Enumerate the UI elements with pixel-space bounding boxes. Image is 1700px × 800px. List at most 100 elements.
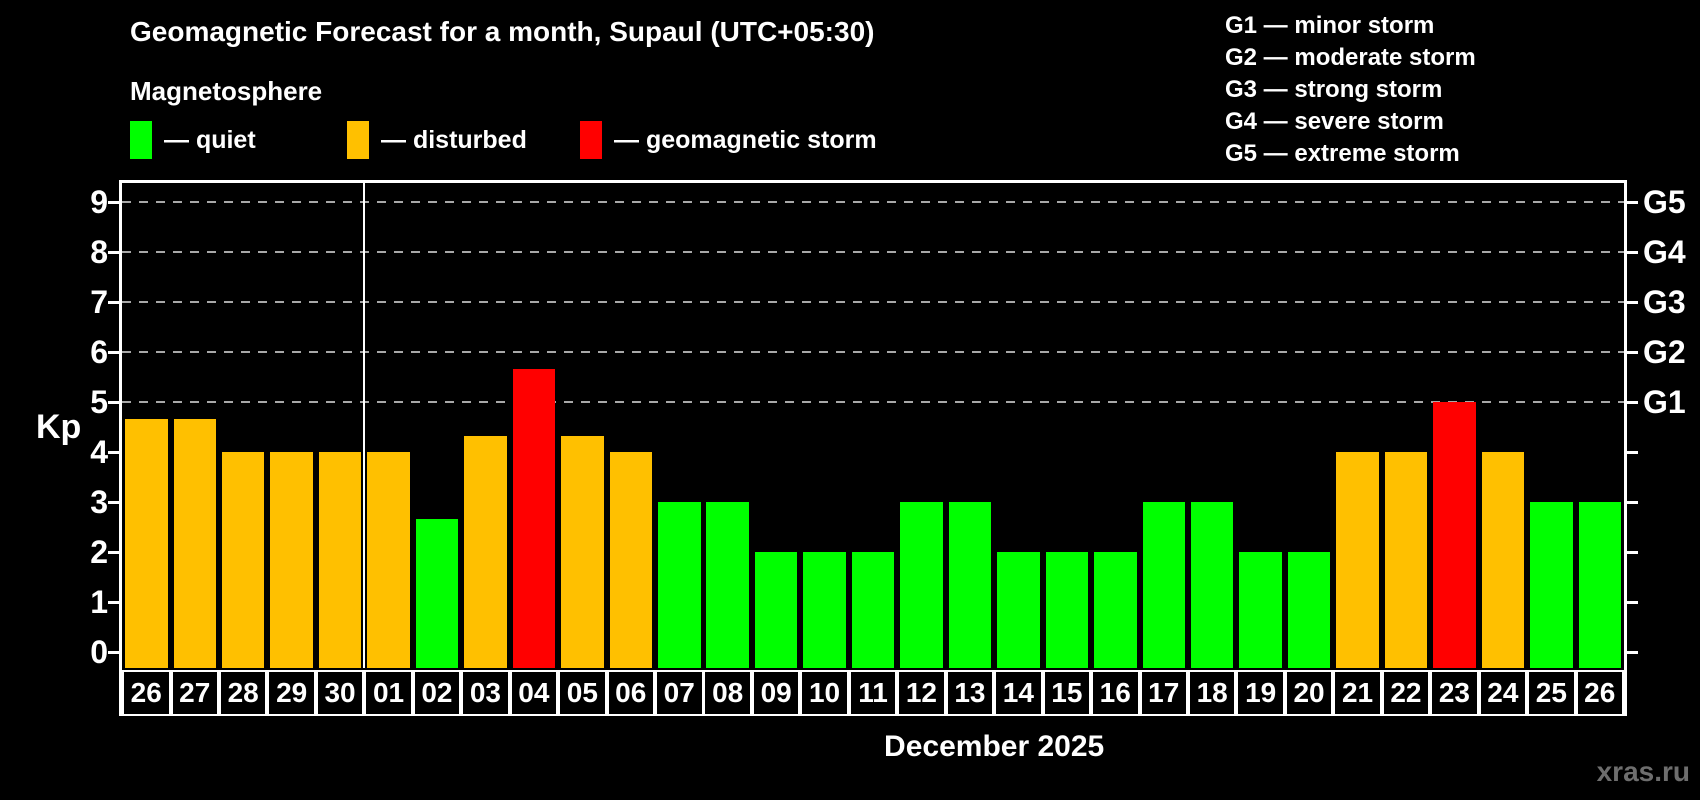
date-label: 13	[945, 670, 995, 716]
magnetosphere-label: Magnetosphere	[130, 76, 323, 106]
grid-line-kp7	[122, 301, 1624, 303]
kp-bar-quiet	[1094, 552, 1137, 668]
y-axis-tick	[108, 201, 119, 204]
y-tick-label: 7	[90, 284, 108, 320]
date-label: 02	[412, 670, 462, 716]
kp-bar-disturbed	[561, 435, 604, 668]
date-label: 01	[364, 670, 413, 716]
date-label: 06	[606, 670, 655, 716]
date-label: 19	[1236, 670, 1285, 716]
date-label: 10	[800, 670, 849, 716]
kp-bar-disturbed	[221, 452, 265, 668]
kp-bar-disturbed	[367, 452, 410, 668]
storm-scale-item: G2 — moderate storm	[1225, 44, 1476, 71]
right-axis-tick	[1627, 301, 1638, 304]
g-scale-label-g2: G2	[1643, 334, 1686, 370]
legend-label: — geomagnetic storm	[614, 125, 877, 154]
grid-line-kp5	[122, 401, 1624, 403]
kp-bar-disturbed	[464, 435, 507, 668]
date-label: 07	[655, 670, 704, 716]
g-scale-label-g4: G4	[1643, 234, 1686, 270]
y-axis-tick	[108, 651, 119, 654]
right-axis-tick	[1627, 551, 1638, 554]
date-label: 23	[1430, 670, 1479, 716]
legend-item-quiet: — quiet	[130, 120, 256, 160]
kp-bar-quiet	[803, 552, 846, 668]
legend-item-disturbed: — disturbed	[347, 120, 527, 160]
kp-bar-quiet	[415, 518, 459, 668]
date-label: 20	[1284, 670, 1334, 716]
storm-scale-item: G3 — strong storm	[1225, 76, 1443, 103]
kp-bar-quiet	[1287, 552, 1331, 668]
storm-scale-legend: G1 — minor storm G2 — moderate storm G3 — …	[1225, 10, 1476, 170]
right-axis-tick	[1627, 601, 1638, 604]
date-label: 14	[994, 670, 1043, 716]
x-axis-title: December 2025	[884, 730, 1105, 763]
date-label: 26	[1575, 670, 1624, 716]
date-label: 03	[461, 670, 510, 716]
date-label: 08	[703, 670, 752, 716]
kp-bar-quiet	[851, 552, 895, 668]
grid-line-kp9	[122, 201, 1624, 203]
date-label: 05	[558, 670, 607, 716]
right-axis-tick	[1627, 351, 1638, 354]
kp-bar-quiet	[1239, 552, 1282, 668]
date-label: 17	[1139, 670, 1188, 716]
y-axis-tick	[108, 501, 119, 504]
y-tick-label: 1	[90, 584, 108, 620]
date-label: 04	[509, 670, 559, 716]
month-separator-line	[363, 180, 366, 668]
kp-bar-storm	[512, 368, 556, 668]
left-axis-line	[119, 180, 122, 716]
date-label: 25	[1527, 670, 1576, 716]
y-axis-tick	[108, 301, 119, 304]
y-axis-tick	[108, 401, 119, 404]
y-axis-title: Kp	[36, 408, 82, 446]
y-tick-label: 4	[90, 434, 108, 470]
kp-bar-quiet	[997, 552, 1040, 668]
date-label: 16	[1091, 670, 1140, 716]
storm-scale-item: G1 — minor storm	[1225, 12, 1435, 39]
date-label: 12	[897, 670, 946, 716]
storm-swatch-icon	[580, 121, 602, 159]
kp-bar-quiet	[706, 502, 749, 668]
y-tick-label: 9	[90, 184, 108, 220]
date-label: 09	[751, 670, 801, 716]
date-label: 21	[1333, 670, 1382, 716]
kp-bar-quiet	[1142, 502, 1185, 668]
kp-bar-disturbed	[1336, 452, 1379, 668]
y-axis-tick	[108, 601, 119, 604]
right-axis-tick	[1627, 451, 1638, 454]
y-axis-tick	[108, 551, 119, 554]
y-axis-tick	[108, 251, 119, 254]
date-label: 24	[1478, 670, 1528, 716]
right-axis-tick	[1627, 401, 1638, 404]
right-axis-tick	[1627, 251, 1638, 254]
y-axis-tick	[108, 451, 119, 454]
date-label: 30	[315, 670, 365, 716]
date-label: 11	[848, 670, 898, 716]
legend-label: — disturbed	[381, 125, 527, 154]
disturbed-swatch-icon	[347, 121, 369, 159]
date-label: 29	[267, 670, 316, 716]
g-scale-label-g5: G5	[1643, 184, 1686, 220]
legend-label: — quiet	[164, 125, 256, 154]
g-scale-label-g1: G1	[1643, 384, 1686, 420]
y-tick-label: 0	[90, 634, 108, 670]
chart-title: Geomagnetic Forecast for a month, Supaul…	[130, 16, 875, 47]
kp-bar-quiet	[948, 502, 992, 668]
kp-bar-disturbed	[125, 418, 168, 668]
g-scale-label-g3: G3	[1643, 284, 1686, 320]
watermark: xras.ru	[1596, 756, 1690, 787]
y-tick-label: 5	[90, 384, 108, 420]
storm-scale-item: G5 — extreme storm	[1225, 140, 1460, 167]
kp-bar-disturbed	[609, 452, 652, 668]
kp-bar-disturbed	[270, 452, 313, 668]
quiet-swatch-icon	[130, 121, 152, 159]
kp-bar-disturbed	[173, 418, 216, 668]
date-label: 26	[122, 670, 171, 716]
right-axis-tick	[1627, 201, 1638, 204]
kp-bar-disturbed	[318, 452, 362, 668]
kp-bar-quiet	[1530, 502, 1573, 668]
